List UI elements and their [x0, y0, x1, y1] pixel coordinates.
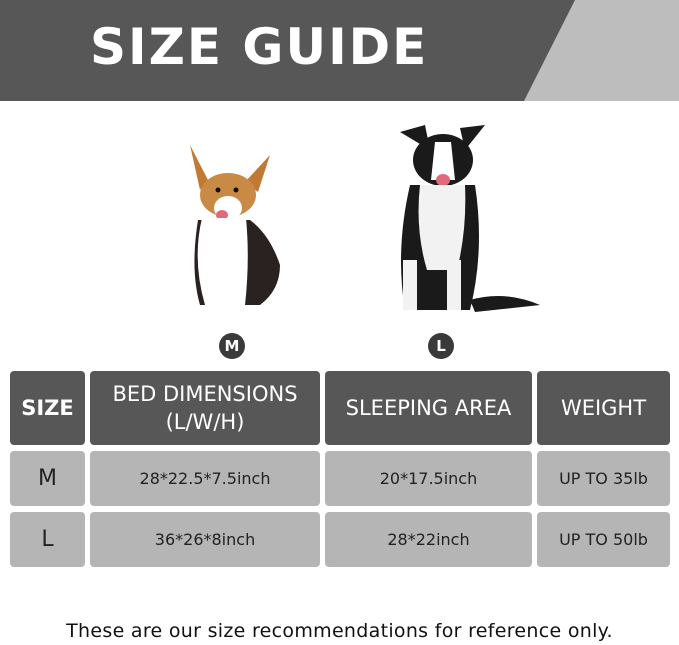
border-collie-image — [400, 125, 540, 312]
row-l-size: L — [10, 512, 85, 567]
row-l-sleeping: 28*22inch — [325, 512, 532, 567]
footer-note: These are our size recommendations for r… — [66, 620, 613, 642]
banner-accent — [524, 0, 679, 101]
row-m-bed: 28*22.5*7.5inch — [90, 451, 320, 506]
row-m-sleeping: 20*17.5inch — [325, 451, 532, 506]
header-size: SIZE — [10, 371, 85, 445]
header-bed-dimensions-label: BED DIMENSIONS — [112, 381, 298, 406]
row-l-weight: UP TO 50lb — [537, 512, 670, 567]
header-weight: WEIGHT — [537, 371, 670, 445]
size-badge-m: M — [219, 333, 245, 359]
header-sleeping-area: SLEEPING AREA — [325, 371, 532, 445]
row-m-size: M — [10, 451, 85, 506]
row-m-weight: UP TO 35lb — [537, 451, 670, 506]
page-title: SIZE GUIDE — [90, 18, 429, 76]
row-l-bed: 36*26*8inch — [90, 512, 320, 567]
header-bed-dimensions-unit: (L/W/H) — [165, 410, 245, 434]
corgi-image — [190, 145, 280, 305]
header-bed-dimensions: BED DIMENSIONS (L/W/H) — [90, 371, 320, 445]
size-badge-l: L — [428, 333, 454, 359]
title-banner: SIZE GUIDE — [0, 0, 679, 101]
